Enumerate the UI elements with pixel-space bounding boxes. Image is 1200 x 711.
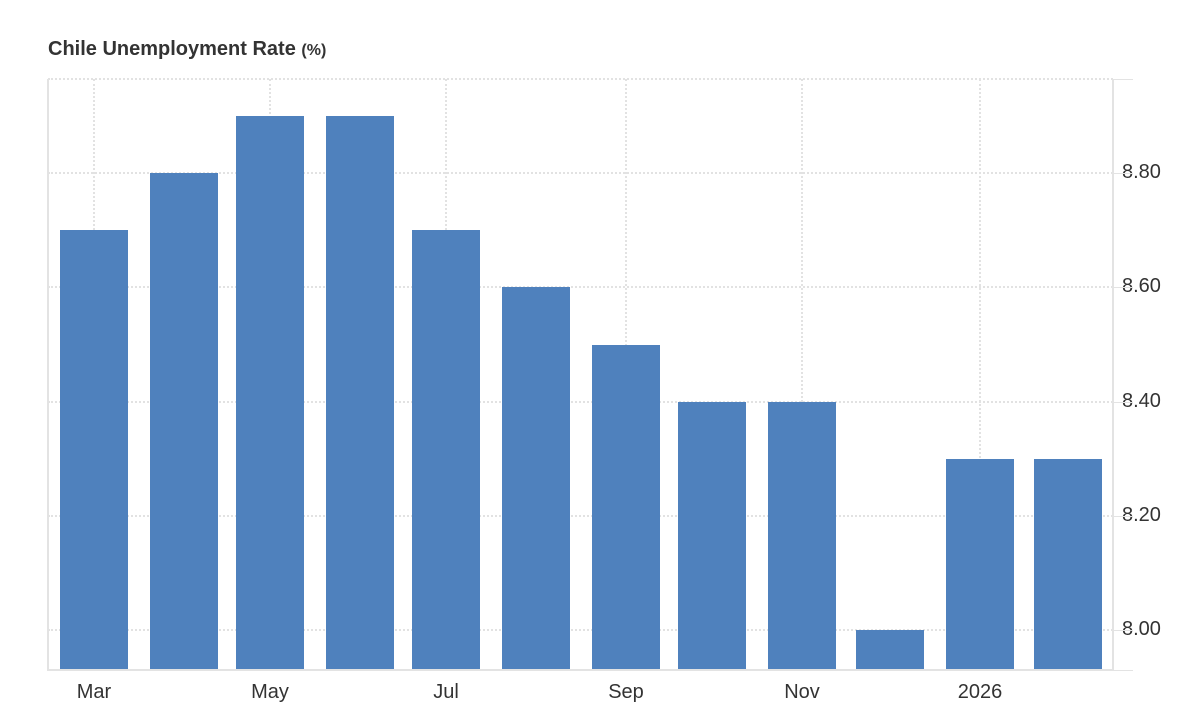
bar-may-2025[interactable] <box>236 116 304 670</box>
x-axis-label: Mar <box>76 681 112 703</box>
x-axis-label: May <box>251 681 289 703</box>
gridline-horizontal <box>48 172 1113 175</box>
y-axis-label: 8.20 <box>1122 503 1161 526</box>
y-tick-mark <box>1113 630 1133 632</box>
y-axis-label: 8.80 <box>1122 161 1161 184</box>
gridline-horizontal <box>48 514 1113 517</box>
bar-apr-2025[interactable] <box>150 173 218 670</box>
gridline-top <box>48 78 1113 80</box>
gridline-vertical <box>979 79 981 670</box>
bar-nov-2025[interactable] <box>768 401 836 670</box>
bar-dec-2025[interactable] <box>856 630 924 670</box>
bar-mar-2025[interactable] <box>60 230 128 670</box>
y-tick-mark <box>1113 401 1133 403</box>
chart-title-main: Chile Unemployment Rate <box>48 38 296 60</box>
y-axis-label: 8.40 <box>1122 389 1161 412</box>
chart-title-unit: (%) <box>301 42 327 59</box>
chart-title: Chile Unemployment Rate (%) <box>48 38 326 61</box>
left-axis-line <box>47 79 49 671</box>
y-tick-mark <box>1113 515 1133 517</box>
bar-jul-2025[interactable] <box>412 230 480 670</box>
gridline-horizontal <box>48 286 1113 289</box>
y-tick-mark <box>1113 670 1133 671</box>
x-axis-line <box>47 669 1113 671</box>
bar-jan-2026[interactable] <box>946 458 1014 670</box>
bar-oct-2025[interactable] <box>678 401 746 670</box>
plot-area <box>48 78 1113 670</box>
bar-jun-2025[interactable] <box>326 116 394 670</box>
y-axis-label: 8.00 <box>1122 618 1161 641</box>
gridline-horizontal <box>48 629 1113 632</box>
bar-feb-2026[interactable] <box>1034 458 1102 670</box>
y-tick-mark <box>1113 287 1133 289</box>
bar-sep-2025[interactable] <box>592 344 660 670</box>
bar-aug-2025[interactable] <box>502 287 570 670</box>
right-axis-line <box>1112 79 1114 671</box>
y-axis-label: 8.60 <box>1122 275 1161 298</box>
y-tick-mark <box>1113 173 1133 175</box>
gridline-vertical <box>801 79 803 670</box>
x-axis-label: 2026 <box>957 681 1003 703</box>
x-axis-label: Nov <box>784 681 820 703</box>
y-tick-mark <box>1113 79 1133 80</box>
x-axis-label: Jul <box>433 681 459 703</box>
gridline-horizontal <box>48 400 1113 403</box>
x-axis-label: Sep <box>608 681 644 703</box>
